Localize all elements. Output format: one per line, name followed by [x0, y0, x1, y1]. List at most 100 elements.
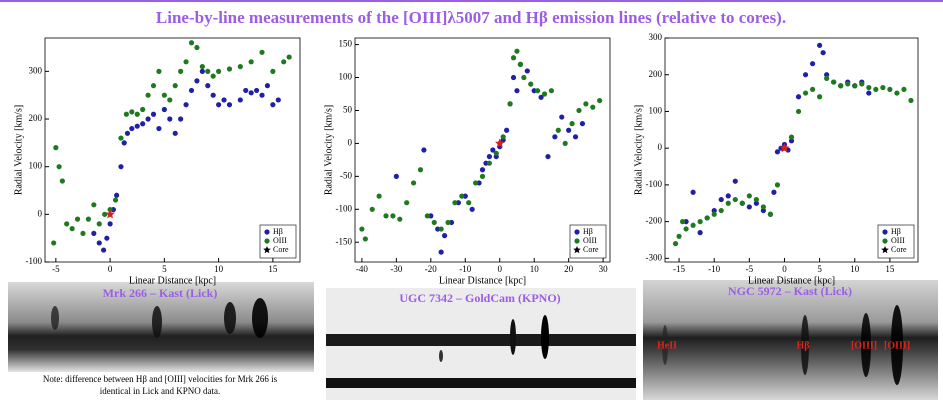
x-tick-label: 10: [530, 264, 540, 274]
spectrum-panel: UGC 7342 – GoldCam (KPNO): [326, 288, 636, 400]
data-point: [270, 68, 276, 74]
data-point: [431, 219, 437, 226]
y-axis-label: Radial Velocity [km/s]: [323, 105, 334, 195]
data-point: [421, 147, 427, 153]
continuum: [326, 334, 636, 346]
legend-marker: [264, 229, 270, 235]
data-point: [683, 226, 689, 232]
legend-marker: [574, 238, 580, 244]
legend-label: Hβ: [583, 227, 593, 236]
data-point: [802, 72, 809, 78]
data-point: [838, 83, 844, 89]
legend-label: OIII: [891, 236, 905, 245]
emission-blob: [252, 298, 268, 338]
data-point: [221, 97, 227, 103]
data-point: [150, 111, 157, 117]
data-point: [510, 74, 517, 81]
data-point: [541, 91, 548, 97]
data-point: [771, 189, 777, 195]
data-point: [124, 130, 131, 136]
data-point: [226, 102, 233, 108]
data-point: [145, 92, 151, 98]
data-point: [809, 61, 816, 67]
x-axis-label: Linear Distance [kpc]: [439, 275, 526, 286]
data-point: [199, 63, 205, 70]
data-point: [490, 147, 496, 153]
data-point: [397, 216, 403, 222]
data-point: [140, 121, 146, 127]
data-point: [134, 123, 140, 129]
note: Note: difference between Hβ and [OIII] v…: [43, 374, 278, 384]
plot-frame: [664, 37, 919, 263]
data-point: [210, 73, 216, 79]
data-point: [788, 138, 795, 144]
data-point: [188, 40, 195, 46]
data-point: [445, 219, 451, 226]
data-point: [172, 130, 178, 136]
data-point: [725, 193, 731, 199]
data-point: [226, 66, 233, 72]
data-point: [824, 75, 830, 81]
data-point: [123, 111, 129, 117]
data-point: [441, 233, 448, 239]
data-point: [802, 90, 809, 96]
data-point: [767, 211, 774, 217]
data-point: [466, 200, 472, 206]
data-point: [183, 59, 189, 65]
data-point: [145, 116, 151, 122]
continuum: [326, 378, 636, 388]
data-point: [697, 230, 703, 236]
data-point: [746, 204, 752, 210]
data-point: [64, 221, 70, 227]
data-point: [473, 180, 479, 186]
data-point: [102, 211, 108, 217]
data-point: [753, 196, 759, 203]
chart: -40 -30 -20 -10 0 10 20 30-150-100-50050100150L…: [323, 37, 611, 286]
data-point: [535, 88, 541, 94]
data-point: [134, 111, 140, 117]
data-point: [404, 200, 410, 206]
emission-blob: [891, 305, 903, 385]
y-tick-label: 150: [339, 39, 353, 49]
data-point: [275, 97, 281, 103]
data-point: [183, 102, 189, 108]
x-tick-label: 15: [268, 264, 278, 274]
data-point: [493, 150, 499, 156]
legend-marker: [882, 238, 888, 244]
emission-blob: [541, 315, 549, 359]
data-point: [739, 200, 745, 206]
data-point: [104, 235, 110, 241]
data-point: [908, 97, 914, 104]
data-point: [732, 178, 738, 184]
data-point: [216, 68, 222, 74]
data-point: [500, 134, 506, 140]
data-point: [824, 72, 830, 78]
y-tick-label: -300: [646, 252, 663, 262]
spectrum-label: NGC 5972 – Kast (Lick): [728, 284, 852, 298]
plot-frame: [44, 37, 301, 263]
data-point: [760, 207, 766, 214]
legend-marker: [264, 238, 270, 244]
data-point: [156, 125, 162, 132]
data-point: [167, 97, 173, 103]
data-point: [528, 81, 534, 87]
y-tick-label: 50: [343, 105, 353, 115]
spectrum-panel: Mrk 266 – Kast (Lick) Note: difference b…: [8, 282, 314, 396]
emission-blob: [801, 315, 809, 375]
x-tick-label: 10: [850, 264, 860, 274]
data-point: [259, 92, 265, 98]
spectrum-label: Mrk 266 – Kast (Lick): [103, 286, 218, 300]
chart: -5 0 5 10 15 -100 0 100 200 300 Linear Distance [k…: [13, 37, 301, 286]
data-point: [140, 106, 146, 113]
data-point: [369, 206, 375, 212]
data-point: [383, 213, 389, 219]
data-point: [129, 125, 135, 132]
data-point: [237, 97, 243, 103]
data-point: [545, 153, 551, 160]
data-point: [259, 49, 265, 55]
data-point: [548, 88, 555, 94]
data-point: [690, 222, 696, 228]
data-point: [390, 213, 396, 219]
data-point: [555, 127, 561, 133]
x-tick-label: -15: [673, 264, 685, 274]
